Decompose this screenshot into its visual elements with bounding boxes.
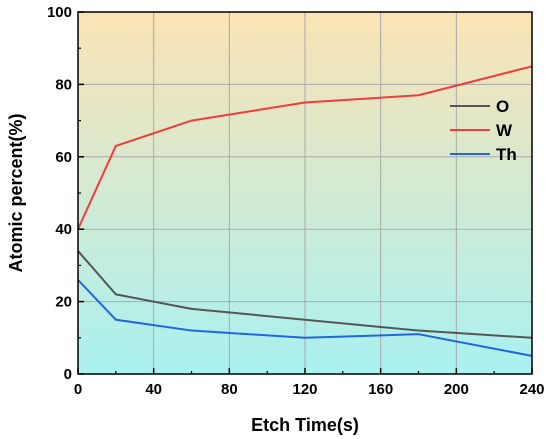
y-tick-label: 40 [55,221,72,238]
x-tick-label: 0 [74,381,82,398]
series-line-o [77,250,533,339]
legend-label-o: O [496,97,509,116]
x-tick-label: 160 [368,381,393,398]
x-tick-label: 80 [221,381,238,398]
y-tick-label: 60 [55,149,72,166]
y-tick-label: 0 [64,366,72,383]
series-line-th [77,279,533,357]
series-lines [77,65,533,357]
x-tick-label: 120 [292,381,317,398]
y-axis-title: Atomic percent(%) [6,113,26,272]
legend: OW Th [450,97,517,164]
y-tick-label: 80 [55,76,72,93]
x-tick-label: 40 [145,381,162,398]
axis-ticks: 0 40 80 120 160 200 240 0 20 40 60 80 100 [47,4,545,398]
series-line-w [77,65,533,230]
y-tick-label: 100 [47,4,72,21]
legend-label-th: Th [496,145,517,164]
grid-lines [78,12,532,374]
legend-label-w: W [496,121,513,140]
x-tick-label: 240 [519,381,544,398]
y-tick-label: 20 [55,294,72,311]
x-axis-title: Etch Time(s) [251,415,359,435]
x-tick-label: 200 [444,381,469,398]
